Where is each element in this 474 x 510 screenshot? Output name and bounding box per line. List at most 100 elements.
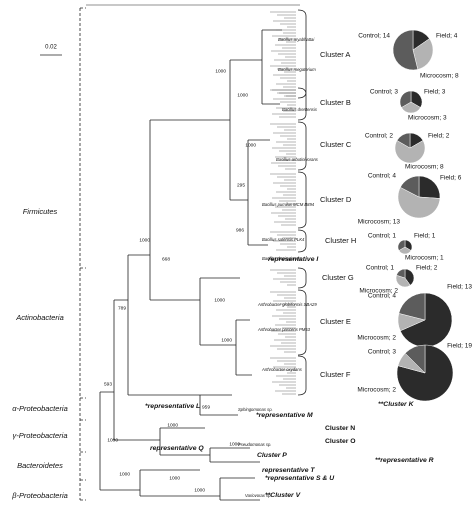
cluster-label: Cluster F [320, 370, 351, 379]
pie-label: Microcosm; 13 [358, 219, 401, 226]
phylum-label: γ-Proteobacteria [12, 431, 67, 440]
pie-slice [392, 29, 419, 71]
taxon-label: Bacillus thuringiensis [262, 256, 302, 261]
bootstrap-value: 593 [104, 381, 112, 387]
taxon-label: Sphingomonas sp. [238, 407, 273, 412]
pie-label: Field; 1 [414, 233, 436, 240]
cluster-label: Cluster A [320, 50, 350, 59]
group-label: **Cluster V [265, 492, 302, 499]
pie-slice [396, 132, 411, 149]
pie-label: Microcosm; 8 [405, 164, 444, 171]
pie-label: Microcosm; 2 [359, 288, 398, 295]
pie-label: Control; 4 [368, 173, 397, 180]
bootstrap-value: 1000 [139, 237, 150, 243]
taxon-label: Bacillus megaterium [278, 67, 316, 72]
bootstrap-value: 295 [237, 182, 245, 188]
pie-slice [418, 175, 441, 199]
group-label: Cluster O [325, 438, 356, 445]
group-label: Cluster P [257, 452, 287, 459]
group-label: **representative R [375, 457, 434, 464]
pie-label: Control; 1 [366, 265, 395, 272]
bootstrap-value: 1000 [194, 487, 205, 493]
pie-label: Control; 4 [368, 293, 397, 300]
pie-label: Microcosm; 3 [408, 115, 447, 122]
pie-label: Field; 2 [416, 265, 438, 272]
taxon-label: Arthrobacter oxydans [261, 367, 303, 372]
cluster-bracket [297, 9, 307, 99]
cluster-label: Cluster E [320, 317, 351, 326]
cluster-label: Cluster D [320, 195, 352, 204]
bootstrap-value: 1000 [237, 92, 248, 98]
pie-slice [394, 140, 426, 164]
taxon-label: Bacillus safensis PLK4 [262, 237, 305, 242]
bootstrap-value: 1000 [214, 297, 225, 303]
pie-label: Field; 3 [424, 89, 446, 96]
pie-slice [404, 268, 415, 286]
bootstrap-value: 986 [236, 227, 244, 233]
pie-label: Microcosm; 2 [357, 335, 396, 342]
pie-label: Control; 14 [358, 33, 390, 40]
pie-label: Control; 1 [368, 233, 397, 240]
bootstrap-value: 1000 [245, 142, 256, 148]
taxon-label: Bacillus arbutinivorans [276, 157, 319, 162]
bootstrap-value: 1000 [215, 68, 226, 74]
pie-slice [404, 344, 426, 374]
taxon-label: Bacillus drentensis [282, 107, 318, 112]
taxon-label: Pseudomonas sp. [238, 442, 272, 447]
taxon-label: Bacillus aryabhattai [278, 37, 315, 42]
pie-slice [399, 90, 412, 108]
pie-label: Microcosm; 1 [405, 255, 444, 262]
cluster-bracket [297, 87, 307, 121]
group-label: *representative L [145, 403, 200, 410]
scale-label: 0.02 [45, 45, 57, 51]
cluster-label: Cluster H [325, 236, 356, 245]
taxon-label: Arthrobacter pascens PM53 [257, 327, 311, 332]
cluster-bracket [297, 355, 307, 396]
cluster-label: Cluster G [322, 273, 354, 282]
bootstrap-value: 1000 [169, 475, 180, 481]
cluster-bracket [297, 229, 307, 253]
phylum-label: Actinobacteria [15, 313, 64, 322]
cluster-bracket [297, 171, 307, 229]
bootstrap-value: 668 [162, 256, 170, 262]
phylum-label: α-Proteobacteria [12, 404, 68, 413]
pie-label: Field; 19 [447, 343, 472, 350]
group-label: **Cluster K [378, 401, 415, 408]
group-label: representative Q [150, 445, 204, 452]
bootstrap-value: 1000 [119, 471, 130, 477]
pie-slice [399, 292, 453, 348]
taxon-label: Variovorax sp. [245, 493, 272, 498]
group-label: *representative S & U [265, 475, 335, 482]
pie-slice [396, 268, 406, 279]
taxon-label: Arthrobacter globiformis SBA29 [257, 302, 317, 307]
pie-slice [398, 292, 426, 321]
phylum-brackets [79, 7, 86, 501]
cluster-label: Cluster C [320, 140, 352, 149]
pie-label: Field; 13 [447, 284, 472, 291]
bootstrap-value: 959 [202, 404, 210, 410]
bootstrap-value: 789 [118, 305, 126, 311]
pie-slice [395, 274, 411, 288]
group-label: Cluster N [325, 425, 355, 432]
pie-slice [412, 38, 434, 70]
pie-label: Field; 6 [440, 175, 462, 182]
bootstrap-value: 1000 [167, 422, 178, 428]
phylum-label: Bacteroidetes [17, 461, 63, 470]
pie-label: Microcosm; 8 [420, 73, 459, 80]
pie-label: Control; 3 [368, 349, 397, 356]
bootstrap-value: 1000 [221, 337, 232, 343]
pie-slice [400, 175, 420, 198]
cluster-label: Cluster B [320, 98, 351, 107]
phylum-label: β-Proteobacteria [11, 491, 68, 500]
bootstrap-value: 1000 [107, 437, 118, 443]
group-label: *representative M [256, 412, 313, 419]
pie-slice [401, 101, 421, 114]
pie-label: Field; 2 [428, 133, 450, 140]
pie-label: Control; 2 [365, 133, 394, 140]
group-label: representative T [262, 467, 315, 474]
cluster-bracket [297, 121, 307, 171]
pie-slice [397, 239, 406, 251]
bootstrap-value: 1000 [229, 441, 240, 447]
cluster-bracket [297, 289, 307, 356]
